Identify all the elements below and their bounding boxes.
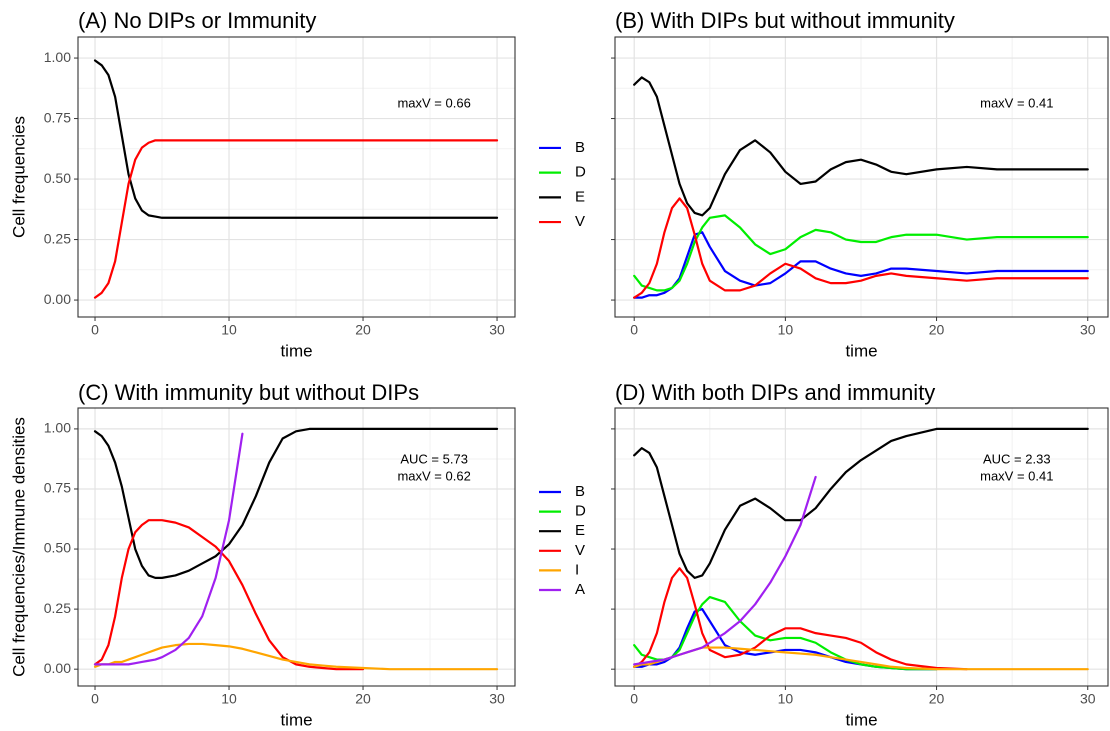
annotation: AUC = 5.73	[400, 451, 468, 466]
legend-label: V	[575, 542, 585, 559]
annotation: maxV = 0.41	[980, 95, 1053, 110]
panel: (B) With DIPs but without immunity 0 10 20 3…	[539, 8, 1109, 360]
series-line	[633, 197, 1089, 299]
x-tick-label: 30	[1080, 322, 1096, 338]
x-tick-label: 30	[1080, 691, 1096, 707]
panel-title: (A) No DIPs or Immunity	[78, 8, 316, 33]
panel-border	[77, 36, 516, 318]
x-tick-label: 20	[929, 322, 945, 338]
y-tick-label: 0.50	[44, 170, 71, 186]
legend-label: E	[575, 522, 585, 539]
x-tick-label: 20	[929, 691, 945, 707]
x-axis-title: time	[280, 341, 312, 360]
panel-border	[614, 36, 1109, 318]
y-tick-label: 0.25	[44, 230, 71, 246]
series-line	[93, 59, 499, 219]
panel-title: (D) With both DIPs and immunity	[615, 380, 935, 405]
x-axis-title: time	[845, 341, 877, 360]
series-line	[93, 139, 499, 299]
legend-label: V	[575, 213, 585, 230]
y-tick-label: 0.00	[44, 660, 71, 676]
x-axis-title: time	[845, 710, 877, 729]
annotation: maxV = 0.66	[397, 95, 470, 110]
y-tick-label: 0.75	[44, 480, 71, 496]
x-tick-label: 0	[630, 322, 638, 338]
y-tick-label: 0.00	[44, 291, 71, 307]
panel: (A) No DIPs or Immunity 0.00 0.25 0.50 0.75 1…	[9, 8, 516, 360]
x-tick-label: 0	[630, 691, 638, 707]
x-tick-label: 0	[91, 691, 99, 707]
y-tick-label: 0.25	[44, 600, 71, 616]
series-line	[93, 432, 244, 666]
legend-label: I	[575, 561, 579, 578]
panel-title: (C) With immunity but without DIPs	[78, 380, 419, 405]
y-axis-title: Cell frequencies	[9, 116, 28, 238]
panel-title: (B) With DIPs but without immunity	[615, 8, 955, 33]
x-axis-title: time	[280, 710, 312, 729]
annotation: maxV = 0.41	[980, 468, 1053, 483]
series-line	[633, 76, 1089, 217]
annotation: maxV = 0.62	[397, 468, 470, 483]
legend-label: D	[575, 503, 586, 520]
x-tick-label: 10	[778, 322, 794, 338]
y-axis-title: Cell frequencies/Immune densities	[9, 417, 28, 677]
legend-label: E	[575, 188, 585, 205]
y-tick-label: 0.75	[44, 109, 71, 125]
panel: (D) With both DIPs and immunity 0 10 20 30 ti…	[539, 380, 1109, 729]
x-tick-label: 30	[489, 322, 505, 338]
legend-label: B	[575, 139, 585, 156]
x-tick-label: 10	[221, 691, 237, 707]
panel: (C) With immunity but without DIPs 0.00 0.…	[9, 380, 516, 729]
series-line	[633, 475, 817, 666]
y-tick-label: 1.00	[44, 49, 71, 65]
x-tick-label: 20	[355, 691, 371, 707]
x-tick-label: 30	[489, 691, 505, 707]
annotation: AUC = 2.33	[983, 451, 1051, 466]
y-tick-label: 1.00	[44, 420, 71, 436]
x-tick-label: 0	[91, 322, 99, 338]
series-line	[633, 567, 968, 671]
x-tick-label: 10	[221, 322, 237, 338]
legend-label: B	[575, 483, 585, 500]
y-tick-label: 0.50	[44, 540, 71, 556]
legend-label: D	[575, 164, 586, 181]
legend-label: A	[575, 581, 585, 598]
x-tick-label: 10	[778, 691, 794, 707]
series-line	[633, 427, 1089, 579]
series-line	[93, 519, 365, 671]
series-line	[93, 642, 499, 671]
panel-border	[77, 407, 516, 687]
panel-border	[614, 407, 1109, 687]
x-tick-label: 20	[355, 322, 371, 338]
series-line	[633, 214, 1089, 292]
